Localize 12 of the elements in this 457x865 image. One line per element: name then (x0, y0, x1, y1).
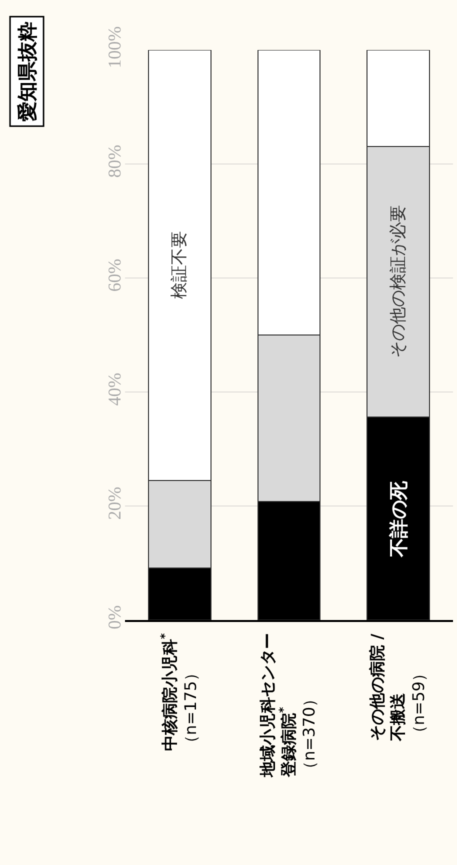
y-tick-label: 40% (104, 372, 124, 406)
y-tick-label: 60% (104, 258, 124, 292)
text: 愛知県抜粋 (14, 21, 39, 122)
y-tick-label: 100% (104, 26, 124, 68)
y-tick-label: 0% (104, 605, 124, 630)
x-tick-label: その他の病院 /不搬送（n=59） (367, 634, 428, 742)
series-label: 検証不要 (169, 230, 190, 299)
series-label: その他の検証が必要 (388, 205, 409, 358)
y-tick-label: 80% (104, 144, 124, 178)
x-tick-label: 地域小児科センター登録病院$^{*}$（n=370） (258, 632, 319, 778)
y-tick-label: 20% (104, 486, 124, 520)
series-label: 不詳の死 (388, 480, 410, 558)
